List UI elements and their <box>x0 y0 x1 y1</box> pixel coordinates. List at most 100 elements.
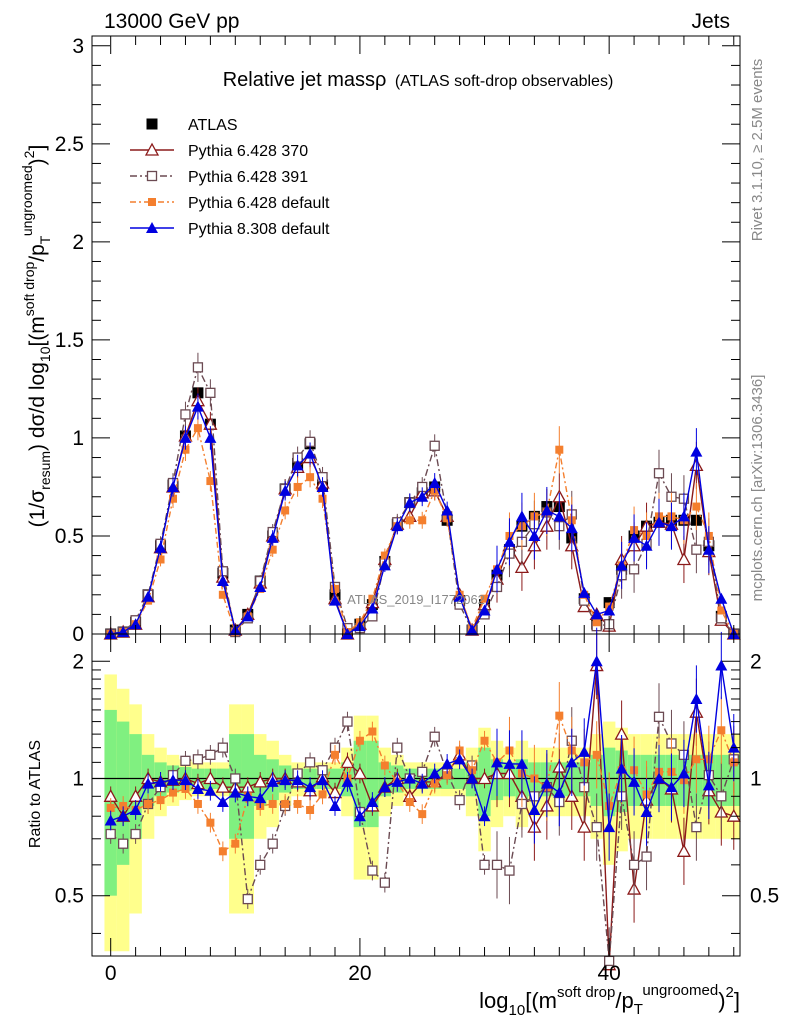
ratio-band-green <box>116 721 130 865</box>
ratio-point-p391 <box>192 754 204 765</box>
ratio-point-p8def <box>316 774 329 786</box>
point-p8def <box>690 445 703 457</box>
ratio-point-p8def <box>466 772 479 784</box>
legend-item-p370: Pythia 6.428 370 <box>130 142 308 160</box>
ratio-point-p8def <box>117 810 130 822</box>
ratio-y-axis-label: Ratio to ATLAS <box>27 740 44 848</box>
ratio-point-p6def <box>380 761 389 770</box>
side-text-top: Rivet 3.1.10, ≥ 2.5M events <box>749 59 766 242</box>
ratio-point-p8def <box>241 790 254 802</box>
ratio-point-p6def <box>430 779 439 788</box>
x-axis-label: log10[(msoft drop/pTungroomed)2] <box>479 982 740 1019</box>
legend-label-p8def: Pythia 8.308 default <box>188 221 330 238</box>
ratio-point-p370 <box>676 843 692 857</box>
ratio-point-p8def <box>167 774 179 786</box>
point-p8def <box>179 431 192 443</box>
ratio-point-p391 <box>628 859 640 871</box>
legend-marker-p391 <box>146 170 158 182</box>
point-p8def <box>316 480 329 492</box>
legend-marker-p370 <box>144 142 160 156</box>
point-p391 <box>691 544 702 555</box>
ratio-point-p8def <box>640 806 653 818</box>
ratio-point-p6def <box>119 801 128 810</box>
main-y-tick-label: 3 <box>72 35 84 58</box>
ratio-y-tick-label-right: 0.5 <box>750 885 779 908</box>
ratio-point-p6def <box>318 790 327 799</box>
point-p6def <box>281 506 290 515</box>
ratio-point-p6def <box>106 803 115 812</box>
header-right: Jets <box>691 10 730 33</box>
ratio-point-p6def <box>144 799 153 808</box>
point-p370 <box>514 559 530 573</box>
point-p6def <box>318 494 327 503</box>
point-p8def <box>191 400 204 412</box>
axes-layer: 00.511.522.530.5 0.51 12 20 20 40 <box>55 35 779 985</box>
ratio-point-p8def <box>104 814 117 826</box>
ratio-y-tick-label-right: 2 <box>750 650 762 673</box>
ratio-point-p8def <box>441 757 454 769</box>
point-p8def <box>167 480 179 492</box>
ratio-point-p8def <box>279 774 292 786</box>
ratio-point-p8def <box>216 796 229 808</box>
ratio-point-p8def <box>578 745 591 757</box>
point-p8def <box>266 531 279 543</box>
ratio-point-p6def <box>368 727 377 736</box>
point-p8def <box>578 586 591 598</box>
ratio-point-p391 <box>118 838 129 849</box>
ratio-y-tick-label: 1 <box>72 767 84 790</box>
ratio-point-p391 <box>691 821 702 833</box>
ratio-point-p391 <box>641 851 652 862</box>
ratio-point-p391 <box>242 893 253 905</box>
ratio-point-p6def <box>692 755 701 764</box>
ratio-point-p391 <box>429 731 440 742</box>
ratio-point-p391 <box>716 791 727 802</box>
point-p6def <box>405 516 414 525</box>
point-p6def <box>306 473 315 482</box>
ratio-point-p8def <box>677 767 690 779</box>
point-p6def <box>193 424 202 433</box>
ratio-point-p6def <box>293 799 302 808</box>
ratio-point-p8def <box>540 777 553 789</box>
point-p6def <box>380 551 389 560</box>
ratio-point-p391 <box>367 865 378 876</box>
point-p8def <box>503 535 516 547</box>
x-tick-label: 40 <box>597 962 620 985</box>
ratio-point-p6def <box>193 799 202 808</box>
chart-title-main: Relative jet massρ <box>223 69 387 91</box>
ratio-point-p370 <box>577 819 592 833</box>
ratio-point-p8def <box>416 777 429 789</box>
ratio-point-p8def <box>453 753 466 765</box>
ratio-point-p370 <box>253 774 268 788</box>
point-p8def <box>204 431 217 443</box>
point-p8def <box>640 539 653 551</box>
point-p391 <box>180 409 191 420</box>
point-p6def <box>218 590 227 599</box>
ratio-point-p391 <box>304 757 316 768</box>
series-layer <box>103 352 741 971</box>
ratio-point-p8def <box>491 756 503 768</box>
ratio-point-p391 <box>130 828 141 840</box>
ratio-y-tick-label-right: 1 <box>750 767 762 790</box>
legend-item-p6def: Pythia 6.428 default <box>130 195 330 212</box>
point-p391 <box>429 440 440 451</box>
ratio-point-p8def <box>329 799 341 811</box>
point-p6def <box>368 594 377 603</box>
point-p6def <box>268 545 277 554</box>
point-p8def <box>329 594 341 606</box>
point-p8def <box>254 580 267 592</box>
ratio-point-p6def <box>268 799 277 808</box>
ratio-point-p8def <box>503 757 516 769</box>
ratio-series-p8def <box>104 627 740 861</box>
legend-label-p370: Pythia 6.428 370 <box>188 143 308 160</box>
ratio-point-p6def <box>218 847 227 856</box>
ratio-point-p8def <box>266 775 279 787</box>
ratio-point-p8def <box>715 659 728 671</box>
ratio-point-p391 <box>205 749 216 760</box>
ratio-point-p8def <box>690 693 703 705</box>
ratio-point-p391 <box>180 755 191 766</box>
ratio-point-p6def <box>306 805 315 814</box>
point-p6def <box>692 502 701 511</box>
point-p6def <box>480 594 489 603</box>
ratio-point-p391 <box>504 865 515 876</box>
ratio-point-p391 <box>255 859 266 871</box>
